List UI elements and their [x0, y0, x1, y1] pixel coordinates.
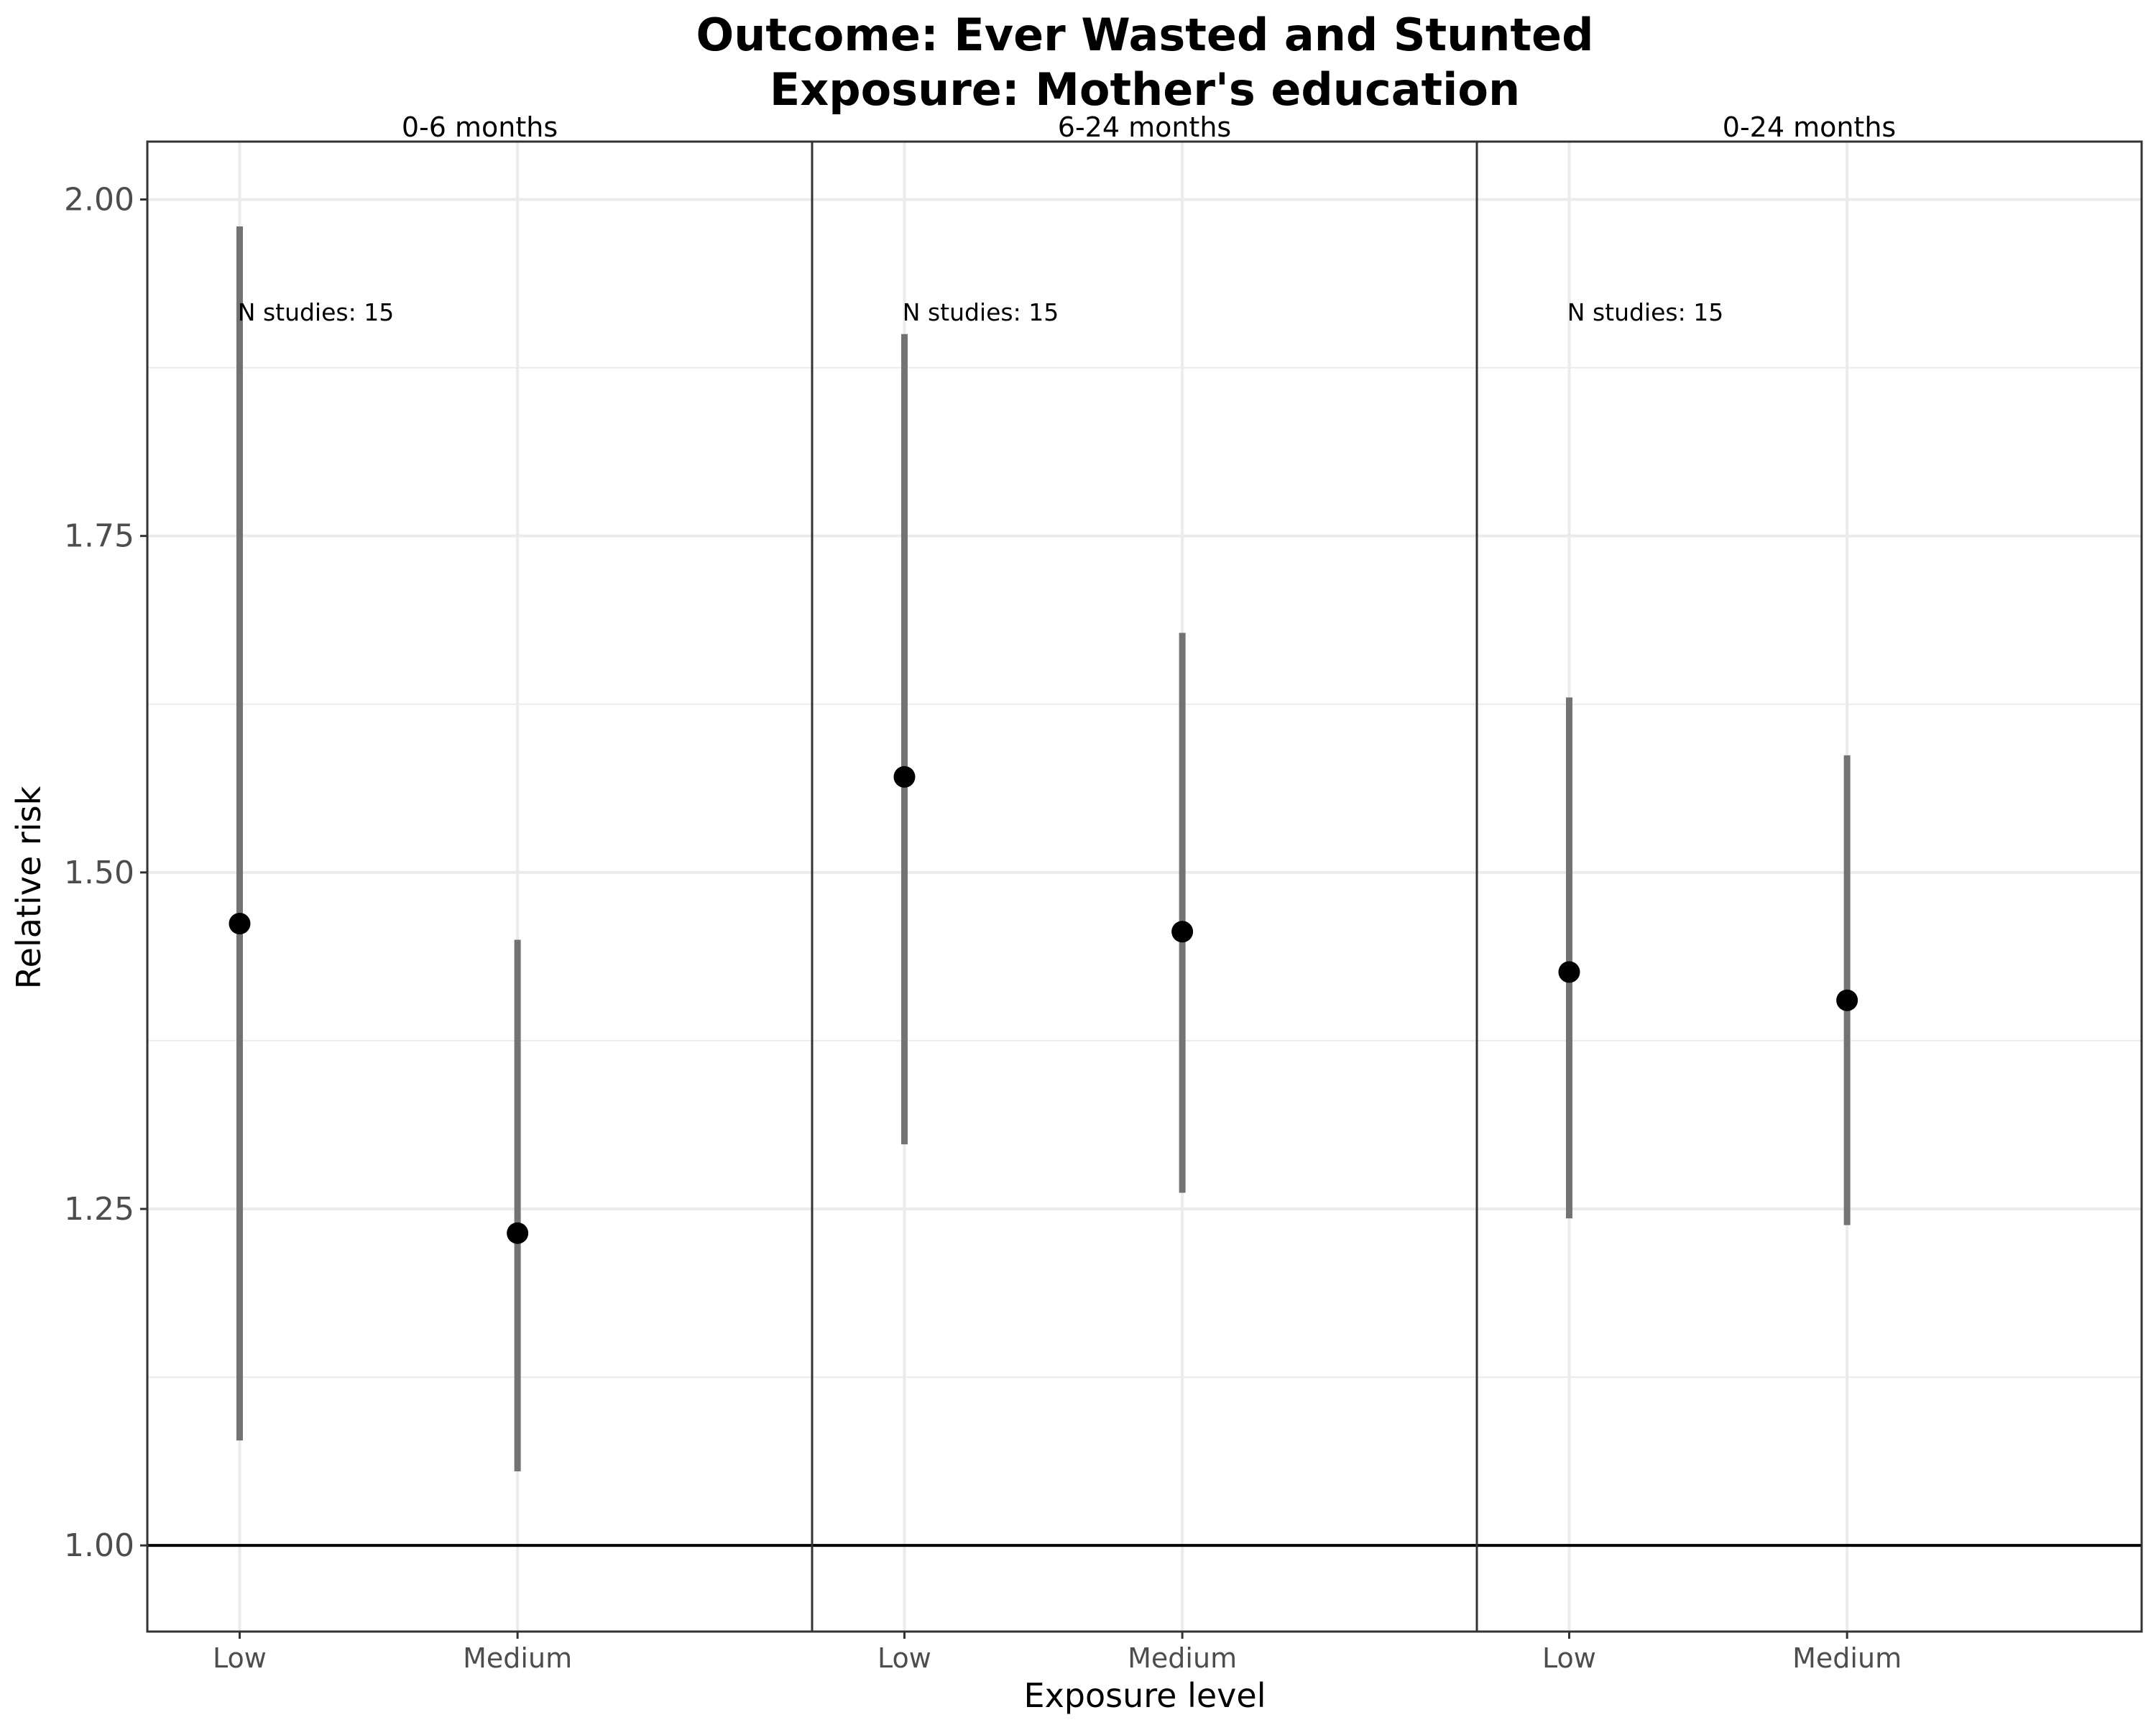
y-axis-label: Relative risk	[9, 786, 48, 989]
x-tick-label-panel-3-low: Low	[1542, 1642, 1596, 1674]
chart-title-line-2: Exposure: Mother's education	[770, 63, 1520, 116]
panel-annotation-1: N studies: 15	[238, 298, 394, 326]
x-axis-label: Exposure level	[1024, 1676, 1266, 1715]
y-tick-label-4: 2.00	[64, 182, 134, 218]
point-estimate-panel-3-medium	[1836, 989, 1858, 1011]
x-tick-label-panel-2-medium: Medium	[1128, 1642, 1237, 1674]
x-tick-label-panel-3-medium: Medium	[1792, 1642, 1902, 1674]
y-tick-label-3: 1.75	[64, 518, 134, 555]
y-tick-label-0: 1.00	[64, 1527, 134, 1564]
x-axis: Low Medium Low Medium Low Medium	[213, 1632, 1902, 1674]
panel-annotation-2: N studies: 15	[903, 298, 1059, 326]
point-estimate-panel-3-low	[1558, 961, 1580, 983]
point-estimate-panel-2-low	[893, 765, 916, 788]
panel-strip-label-3: 0-24 months	[1723, 111, 1896, 143]
panel-strip-label-1: 0-6 months	[402, 111, 558, 143]
y-axis: 1.00 1.25 1.50 1.75 2.00	[64, 182, 147, 1564]
panel-border-2	[811, 140, 1478, 1633]
panel-border-3	[1475, 140, 2143, 1633]
x-tick-label-panel-1-low: Low	[213, 1642, 267, 1674]
panel-text: 0-6 months N studies: 15 6-24 months N stud…	[238, 111, 1896, 326]
point-estimate-panel-1-medium	[507, 1222, 529, 1244]
panel-strip-label-2: 6-24 months	[1058, 111, 1231, 143]
point-estimate-panel-2-medium	[1171, 921, 1194, 943]
x-tick-label-panel-1-medium: Medium	[463, 1642, 572, 1674]
panel-annotation-3: N studies: 15	[1567, 298, 1723, 326]
data-marks	[229, 226, 1858, 1472]
panel-borders	[146, 140, 2143, 1633]
grid	[147, 142, 2142, 1632]
x-tick-label-panel-2-low: Low	[877, 1642, 931, 1674]
chart-title: Outcome: Ever Wasted and Stunted Exposur…	[696, 9, 1594, 116]
point-estimate-panel-1-low	[229, 912, 251, 934]
y-tick-label-2: 1.50	[64, 855, 134, 891]
panel-border-1	[146, 140, 814, 1633]
chart-title-line-1: Outcome: Ever Wasted and Stunted	[696, 9, 1594, 61]
y-tick-label-1: 1.25	[64, 1191, 134, 1228]
